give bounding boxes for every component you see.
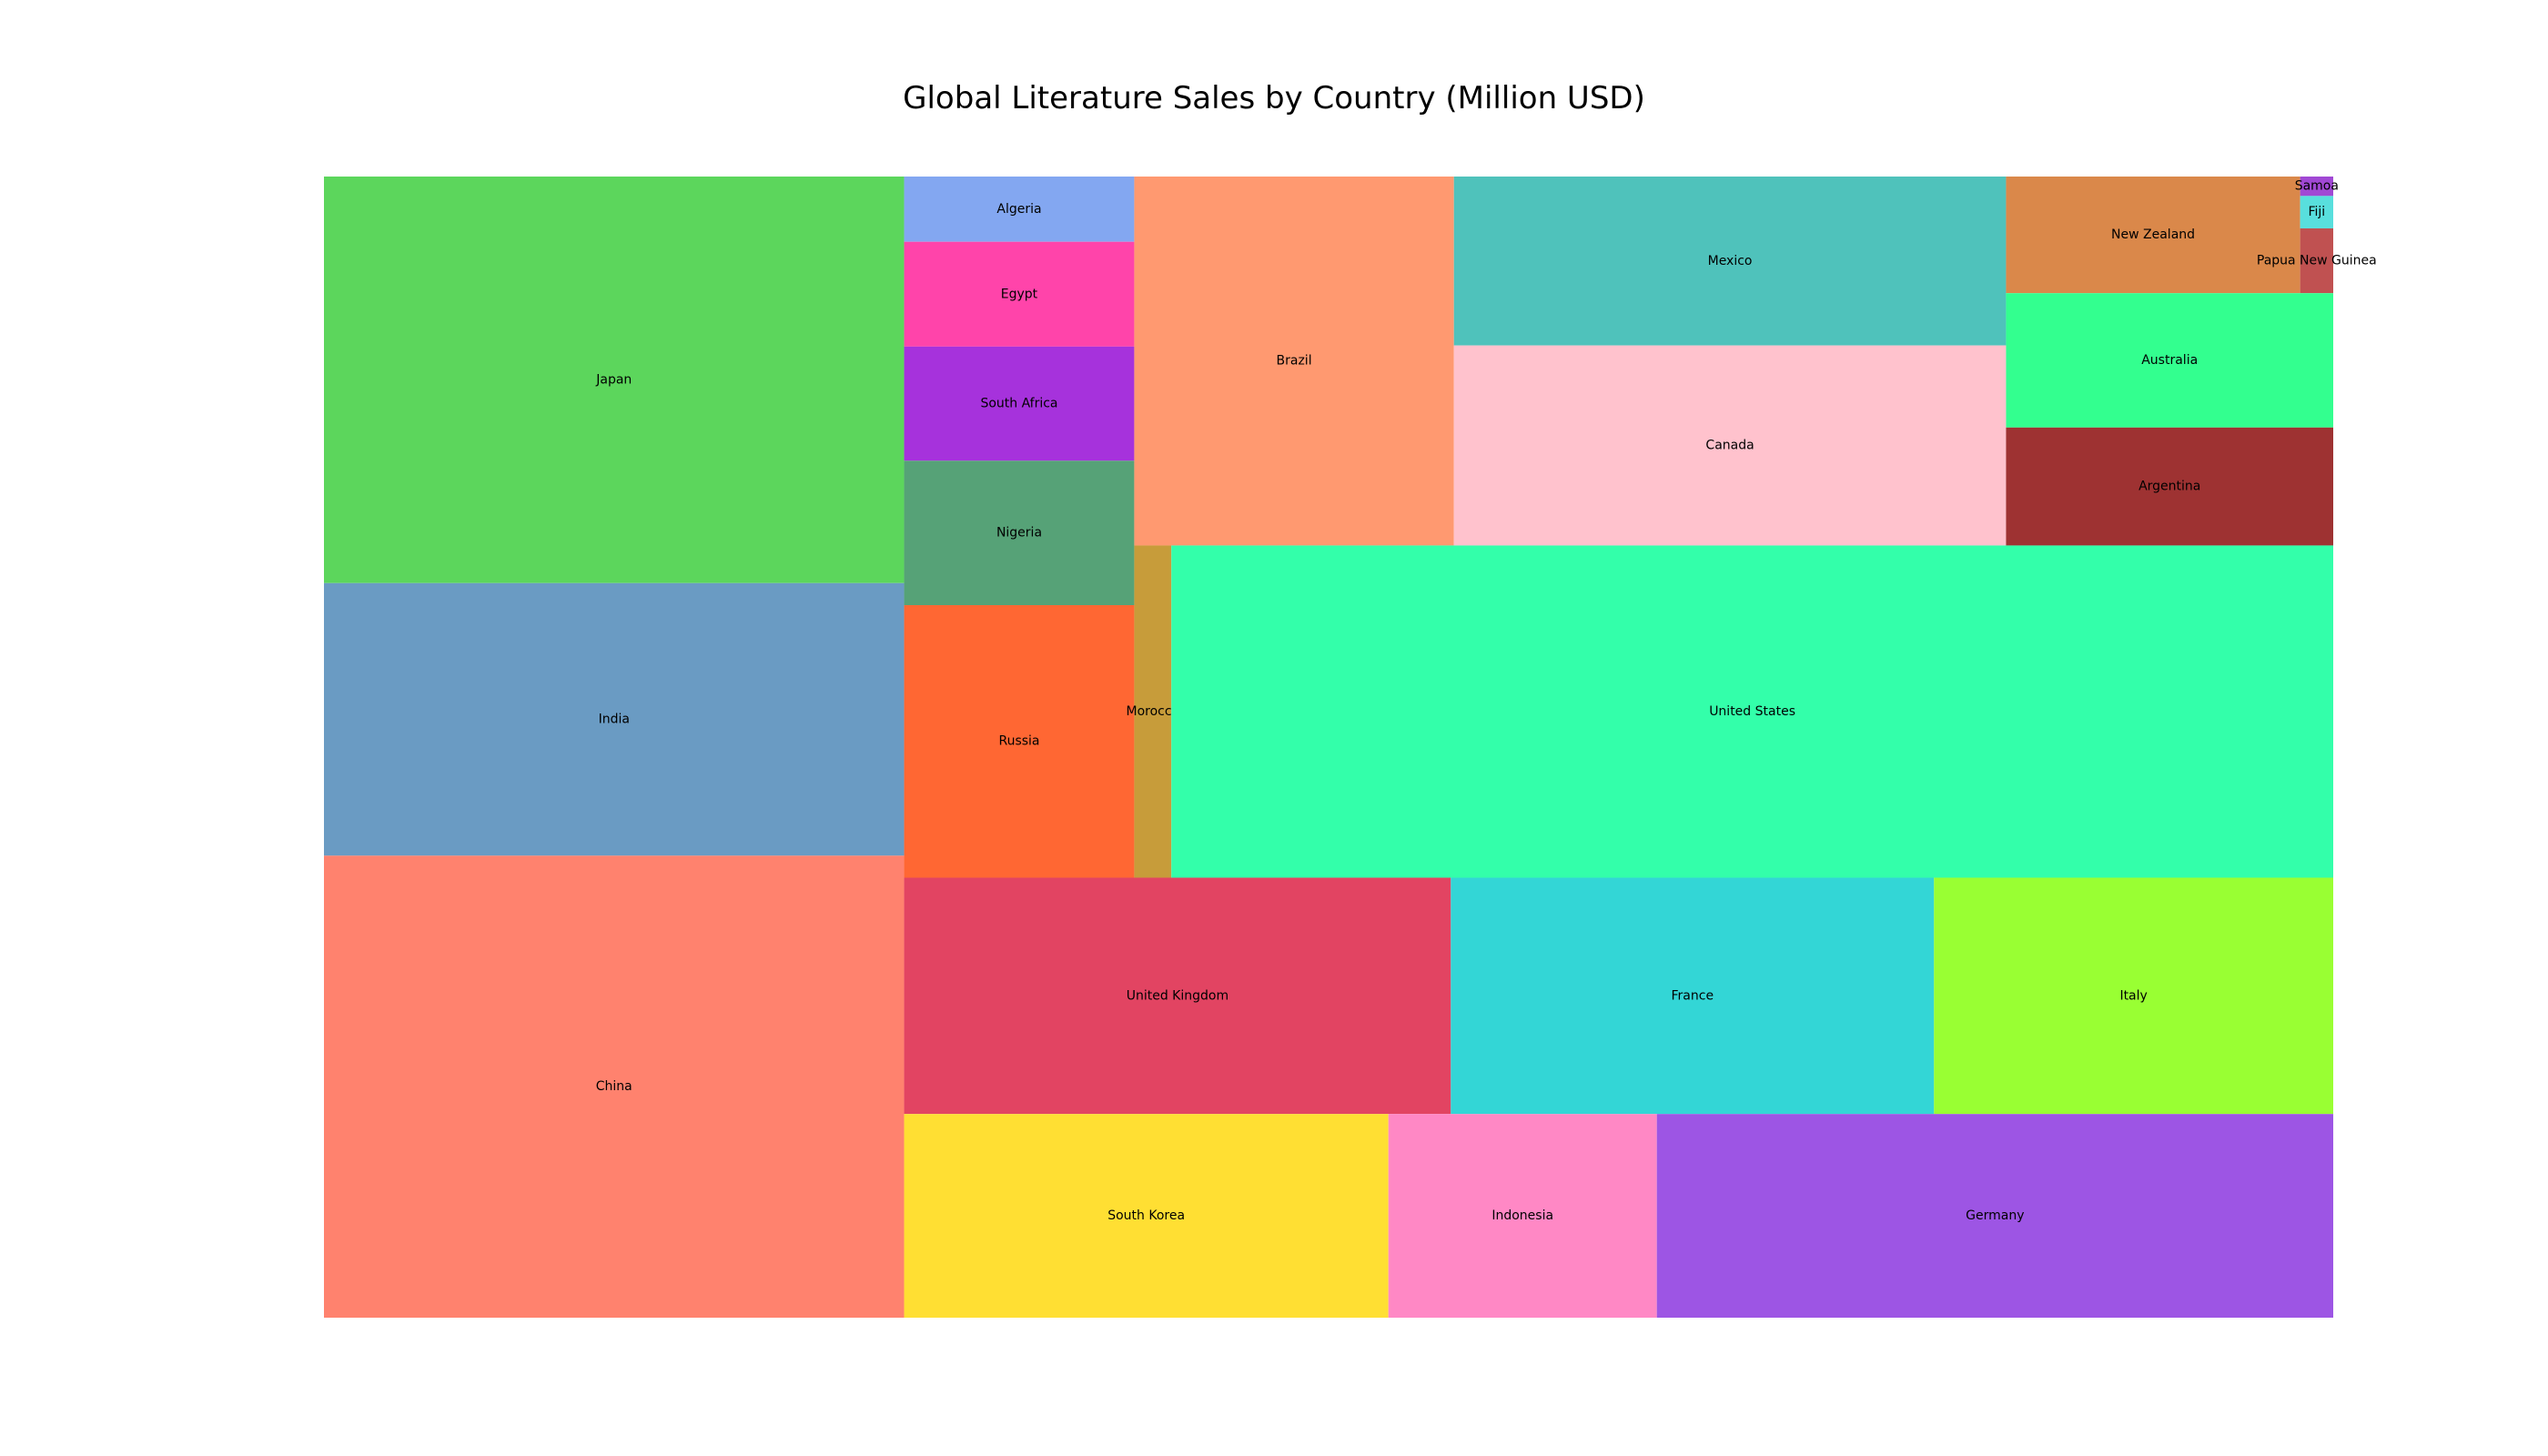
treemap-cell-nigeria: Nigeria [904, 460, 1135, 605]
treemap-rect-south-korea [904, 1114, 1389, 1318]
treemap-cell-fiji: Fiji [2300, 196, 2333, 228]
chart-title: Global Literature Sales by Country (Mill… [903, 80, 1645, 116]
treemap-rect-china [324, 855, 905, 1318]
treemap-label-argentina: Argentina [2138, 480, 2200, 494]
treemap-cell-south-africa: South Africa [904, 346, 1135, 461]
treemap-rect-russia [904, 604, 1135, 878]
treemap-cell-indonesia: Indonesia [1388, 1114, 1657, 1318]
treemap-rect-germany [1656, 1114, 2333, 1318]
treemap-label-brazil: Brazil [1277, 354, 1312, 369]
treemap-label-south-africa: South Africa [980, 397, 1057, 411]
treemap-rect-papua-new-guinea [2300, 228, 2333, 294]
treemap-cell-australia: Australia [2006, 293, 2333, 428]
treemap-cell-algeria: Algeria [904, 177, 1135, 242]
treemap-rect-united-states [1171, 545, 2333, 878]
treemap-rect-indonesia [1388, 1114, 1657, 1318]
treemap-label-united-states: United States [1709, 704, 1795, 719]
treemap-rect-nigeria [904, 460, 1135, 605]
treemap-rect-united-kingdom [904, 877, 1451, 1115]
treemap-cell-germany: Germany [1656, 1114, 2333, 1318]
treemap-label-germany: Germany [1966, 1208, 2024, 1223]
treemap-label-china: China [596, 1079, 632, 1094]
treemap-label-indonesia: Indonesia [1491, 1208, 1553, 1223]
treemap-rect-samoa [2300, 177, 2333, 197]
treemap-label-australia: Australia [2141, 353, 2198, 368]
treemap-rect-australia [2006, 293, 2333, 428]
treemap-cell-egypt: Egypt [904, 241, 1135, 347]
treemap-label-fiji: Fiji [2308, 205, 2325, 219]
treemap-label-mexico: Mexico [1708, 254, 1753, 268]
treemap-rect-brazil [1134, 177, 1454, 546]
treemap-cell-mexico: Mexico [1453, 177, 2007, 346]
treemap-rect-south-africa [904, 346, 1135, 461]
treemap-cell-samoa: Samoa [2295, 177, 2339, 197]
treemap-cell-papua-new-guinea: Papua New Guinea [2257, 228, 2377, 294]
treemap-cell-france: France [1451, 877, 1935, 1115]
treemap-label-india: India [599, 713, 630, 727]
treemap-label-france: France [1672, 988, 1714, 1003]
treemap-rect-france [1451, 877, 1935, 1115]
treemap-rect-mexico [1453, 177, 2007, 346]
treemap-rect-japan [324, 177, 905, 583]
treemap-label-new-zealand: New Zealand [2111, 228, 2195, 242]
treemap-label-nigeria: Nigeria [996, 526, 1042, 541]
treemap-cell-china: China [324, 855, 905, 1318]
treemap-rect-fiji [2300, 196, 2333, 228]
treemap-cell-south-korea: South Korea [904, 1114, 1389, 1318]
treemap-cell-india: India [324, 582, 905, 856]
treemap-label-russia: Russia [998, 734, 1039, 749]
treemap-cell-russia: Russia [904, 604, 1135, 878]
treemap-rect-india [324, 582, 905, 856]
treemap-cell-brazil: Brazil [1134, 177, 1454, 546]
treemap-rect-argentina [2006, 427, 2333, 546]
treemap-label-egypt: Egypt [1001, 287, 1038, 301]
treemap-cell-morocco: Morocco [1127, 545, 1180, 878]
treemap-label-morocco: Morocco [1127, 704, 1180, 719]
treemap-label-japan: Japan [595, 372, 632, 387]
treemap-rect-canada [1453, 345, 2007, 546]
treemap-label-united-kingdom: United Kingdom [1127, 988, 1228, 1003]
treemap-label-papua-new-guinea: Papua New Guinea [2257, 254, 2377, 268]
treemap-label-italy: Italy [2119, 988, 2147, 1003]
treemap-cell-united-kingdom: United Kingdom [904, 877, 1451, 1115]
treemap-label-samoa: Samoa [2295, 179, 2339, 194]
treemap-rect-new-zealand [2006, 177, 2300, 294]
treemap-cell-canada: Canada [1453, 345, 2007, 546]
treemap-rect-egypt [904, 241, 1135, 347]
treemap-label-south-korea: South Korea [1107, 1208, 1185, 1223]
treemap-label-algeria: Algeria [996, 202, 1041, 217]
treemap-label-canada: Canada [1705, 439, 1754, 453]
treemap-cell-japan: Japan [324, 177, 905, 583]
treemap-rect-algeria [904, 177, 1135, 242]
treemap-cell-new-zealand: New Zealand [2006, 177, 2300, 294]
treemap-cell-united-states: United States [1171, 545, 2333, 878]
treemap-rect-italy [1934, 877, 2333, 1115]
treemap-cell-italy: Italy [1934, 877, 2333, 1115]
treemap-rect-morocco [1134, 545, 1172, 878]
treemap-cell-argentina: Argentina [2006, 427, 2333, 546]
